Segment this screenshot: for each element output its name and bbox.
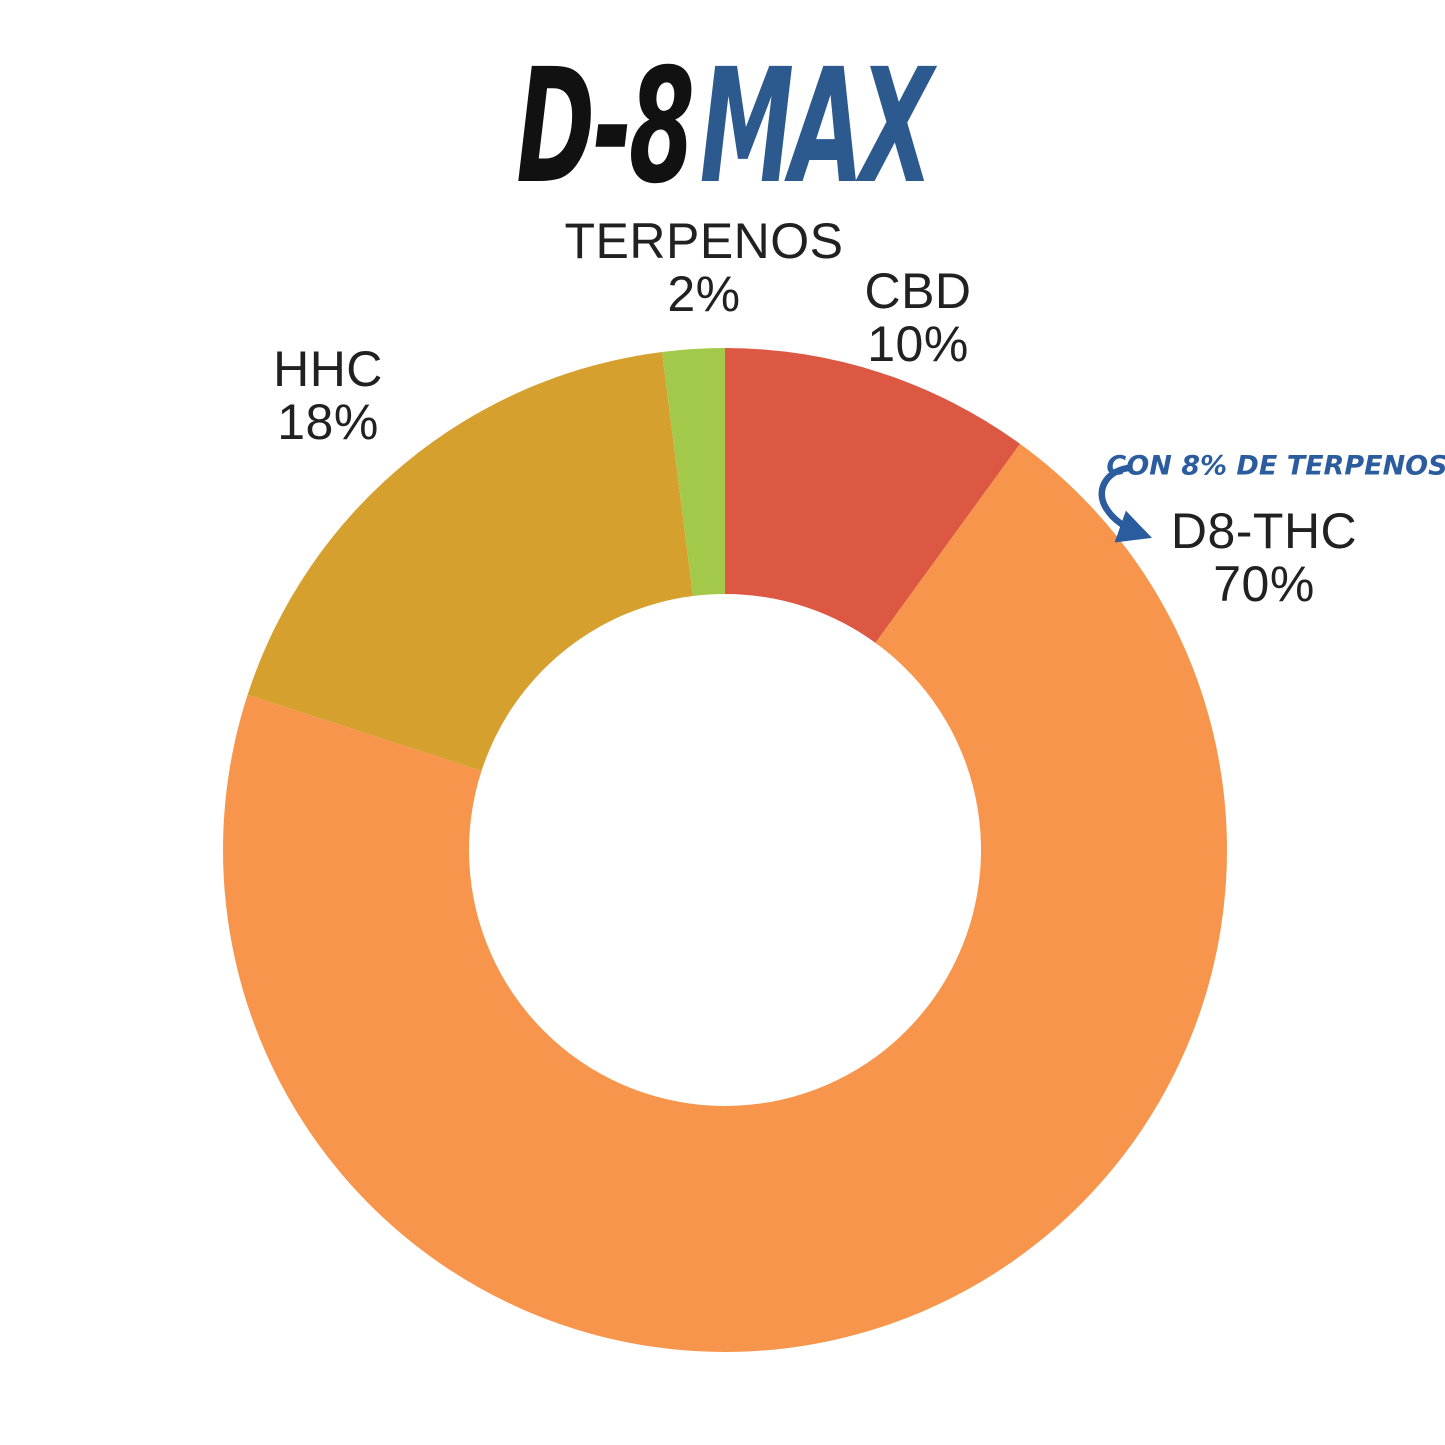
label-hhc: HHC 18% <box>273 343 383 449</box>
label-cbd-value: 10% <box>867 316 969 372</box>
label-d8thc-value: 70% <box>1213 556 1315 612</box>
donut-segment-hhc <box>247 351 693 771</box>
label-terpenos-name: TERPENOS <box>564 213 844 269</box>
donut-segment-terpenos <box>662 348 725 597</box>
annotation-text: CON 8% DE TERPENOS <box>1106 450 1445 482</box>
page-title: D-8MAX <box>516 48 933 206</box>
donut-segment-cbd <box>725 348 1021 643</box>
label-d8thc-name: D8-THC <box>1170 503 1358 559</box>
label-hhc-value: 18% <box>277 394 379 450</box>
donut-segment-d8-thc <box>223 443 1227 1352</box>
donut-segments <box>223 348 1227 1352</box>
annotation-arrow <box>1098 464 1153 543</box>
label-cbd-name: CBD <box>864 263 972 319</box>
title-d8: D-8 <box>515 35 695 219</box>
label-terpenos-value: 2% <box>667 266 741 322</box>
label-cbd: CBD 10% <box>864 265 971 371</box>
label-d8thc: D8-THC 70% <box>1171 505 1357 611</box>
label-terpenos: TERPENOS 2% <box>564 215 843 321</box>
title-max: MAX <box>699 35 933 219</box>
label-hhc-name: HHC <box>273 341 383 397</box>
